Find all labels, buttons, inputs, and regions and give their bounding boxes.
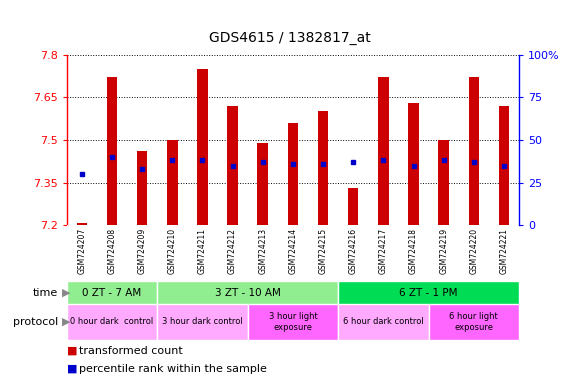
Text: GDS4615 / 1382817_at: GDS4615 / 1382817_at bbox=[209, 31, 371, 45]
Text: transformed count: transformed count bbox=[79, 346, 183, 356]
Text: GSM724213: GSM724213 bbox=[258, 228, 267, 274]
Text: GSM724212: GSM724212 bbox=[228, 228, 237, 274]
Text: GSM724214: GSM724214 bbox=[288, 228, 298, 274]
Text: protocol: protocol bbox=[13, 317, 58, 327]
Bar bbox=[67, 281, 157, 304]
Text: 3 hour dark control: 3 hour dark control bbox=[162, 318, 243, 326]
Bar bbox=[197, 69, 208, 225]
Bar bbox=[378, 77, 389, 225]
Text: 3 hour light
exposure: 3 hour light exposure bbox=[269, 312, 317, 332]
Text: GSM724211: GSM724211 bbox=[198, 228, 207, 274]
Text: GSM724207: GSM724207 bbox=[77, 228, 86, 275]
Text: 6 hour light
exposure: 6 hour light exposure bbox=[450, 312, 498, 332]
Text: ■: ■ bbox=[67, 364, 77, 374]
Bar bbox=[167, 140, 177, 225]
Bar bbox=[248, 304, 338, 340]
Text: 6 ZT - 1 PM: 6 ZT - 1 PM bbox=[400, 288, 458, 298]
Bar bbox=[157, 281, 338, 304]
Text: GSM724208: GSM724208 bbox=[107, 228, 117, 274]
Bar bbox=[408, 103, 419, 225]
Bar bbox=[469, 77, 479, 225]
Text: 3 ZT - 10 AM: 3 ZT - 10 AM bbox=[215, 288, 281, 298]
Text: percentile rank within the sample: percentile rank within the sample bbox=[79, 364, 267, 374]
Bar bbox=[338, 304, 429, 340]
Bar bbox=[438, 140, 449, 225]
Bar bbox=[227, 106, 238, 225]
Text: GSM724217: GSM724217 bbox=[379, 228, 388, 274]
Text: ▶: ▶ bbox=[62, 288, 71, 298]
Bar bbox=[338, 281, 519, 304]
Text: ▶: ▶ bbox=[62, 317, 71, 327]
Text: GSM724209: GSM724209 bbox=[137, 228, 147, 275]
Text: time: time bbox=[32, 288, 58, 298]
Text: 0 hour dark  control: 0 hour dark control bbox=[70, 318, 154, 326]
Text: GSM724215: GSM724215 bbox=[318, 228, 328, 274]
Bar bbox=[318, 111, 328, 225]
Bar bbox=[499, 106, 509, 225]
Text: ■: ■ bbox=[67, 346, 77, 356]
Bar bbox=[348, 189, 358, 225]
Text: GSM724210: GSM724210 bbox=[168, 228, 177, 274]
Bar bbox=[288, 123, 298, 225]
Bar bbox=[137, 151, 147, 225]
Bar bbox=[67, 304, 157, 340]
Bar bbox=[258, 143, 268, 225]
Bar bbox=[107, 77, 117, 225]
Text: GSM724216: GSM724216 bbox=[349, 228, 358, 274]
Text: GSM724218: GSM724218 bbox=[409, 228, 418, 274]
Bar bbox=[429, 304, 519, 340]
Text: GSM724220: GSM724220 bbox=[469, 228, 478, 274]
Bar bbox=[77, 223, 87, 225]
Text: 0 ZT - 7 AM: 0 ZT - 7 AM bbox=[82, 288, 142, 298]
Text: GSM724219: GSM724219 bbox=[439, 228, 448, 274]
Text: GSM724221: GSM724221 bbox=[499, 228, 509, 274]
Text: 6 hour dark control: 6 hour dark control bbox=[343, 318, 424, 326]
Bar bbox=[157, 304, 248, 340]
